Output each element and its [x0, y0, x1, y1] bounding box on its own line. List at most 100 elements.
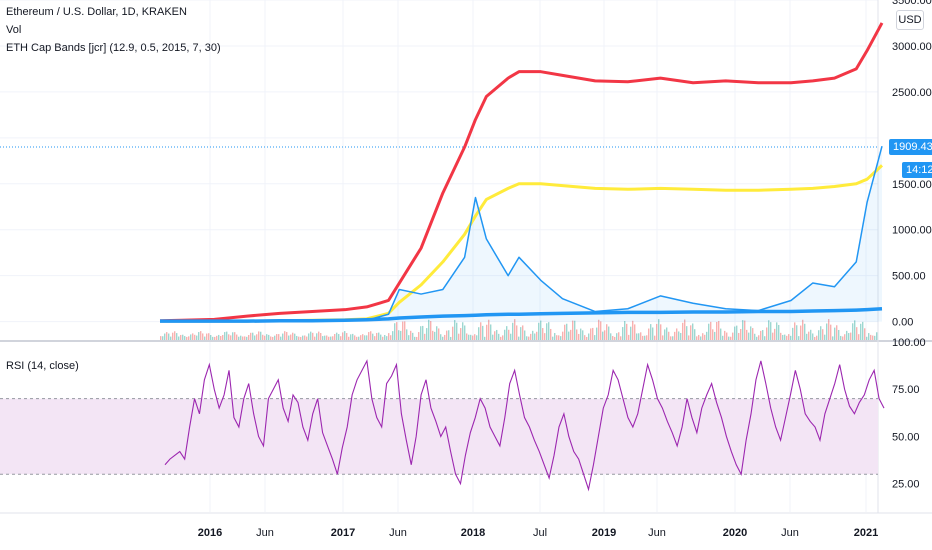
volume-bar — [368, 332, 370, 340]
volume-bar — [814, 336, 816, 340]
volume-bar — [736, 325, 738, 340]
volume-bar — [408, 335, 410, 340]
volume-bar — [648, 328, 650, 340]
volume-bar — [334, 333, 336, 340]
volume-bar — [828, 319, 830, 340]
rsi-series-group — [164, 359, 885, 492]
volume-bar — [638, 333, 640, 340]
rsi-y-tick-label: 50.00 — [892, 431, 920, 443]
volume-bar — [752, 328, 754, 340]
currency-button[interactable]: USD — [896, 10, 924, 30]
volume-bar — [450, 336, 452, 340]
volume-bar — [510, 333, 512, 340]
volume-bar — [206, 333, 208, 340]
y-tick-label: 0.00 — [892, 317, 913, 329]
price-pane-grid — [0, 0, 932, 514]
volume-bar — [610, 333, 612, 340]
volume-bar — [338, 334, 340, 340]
volume-bar — [698, 334, 700, 340]
volume-bar — [220, 336, 222, 340]
volume-bar — [772, 332, 774, 340]
volume-bar — [534, 333, 536, 340]
volume-bar — [544, 333, 546, 340]
volume-bar — [428, 319, 430, 340]
price-series-group — [159, 22, 884, 340]
volume-bar — [560, 336, 562, 340]
volume-bar — [256, 334, 258, 340]
volume-bar — [792, 327, 794, 340]
volume-bar — [358, 336, 360, 340]
volume-bar — [852, 323, 854, 340]
volume-bar — [266, 334, 268, 340]
volume-bar — [592, 327, 594, 340]
volume-bar — [598, 319, 600, 340]
volume-bar — [188, 336, 190, 340]
volume-bar — [520, 327, 522, 340]
volume-bar — [160, 336, 162, 340]
volume-bar — [708, 323, 710, 340]
volume-bar — [308, 333, 310, 340]
volume-bar — [386, 336, 388, 340]
volume-bar — [766, 327, 768, 340]
volume-bar — [180, 334, 182, 340]
volume-bar — [422, 325, 424, 340]
volume-bar — [224, 332, 226, 340]
volume-bar — [392, 331, 394, 340]
volume-bar — [844, 334, 846, 340]
volume-bar — [768, 320, 770, 340]
volume-bar — [564, 324, 566, 340]
volume-bar — [278, 334, 280, 340]
volume-bar — [862, 321, 864, 340]
volume-bar — [770, 322, 772, 340]
volume-bar — [248, 335, 250, 340]
volume-bar — [798, 336, 800, 340]
volume-bar — [168, 333, 170, 340]
x-tick-label: 2018 — [461, 527, 485, 539]
volume-bar — [212, 336, 214, 340]
volume-bar — [402, 321, 404, 340]
volume-bar — [210, 335, 212, 340]
x-tick-label: Jun — [648, 527, 666, 539]
volume-bar — [488, 319, 490, 340]
volume-bar — [612, 336, 614, 340]
y-tick-label: 500.00 — [892, 271, 926, 283]
x-tick-label: 2021 — [854, 527, 878, 539]
volume-bar — [686, 326, 688, 340]
volume-bar — [384, 335, 386, 340]
volume-bar — [690, 325, 692, 340]
y-axis-labels: 3500.00 3000.00 2500.00 1500.00 1000.00 500.0… — [892, 0, 932, 329]
volume-bar — [554, 333, 556, 340]
volume-bar — [866, 336, 868, 340]
volume-bar — [546, 323, 548, 340]
volume-bar — [528, 336, 530, 340]
volume-bar — [580, 328, 582, 340]
volume-bar — [482, 325, 484, 340]
volume-bar — [816, 335, 818, 340]
volume-bar — [236, 334, 238, 340]
volume-bar — [396, 322, 398, 340]
volume-bar — [436, 326, 438, 340]
volume-bar — [494, 331, 496, 340]
volume-bar — [174, 331, 176, 340]
indicator-label: ETH Cap Bands [jcr] (12.9, 0.5, 2015, 7,… — [6, 42, 221, 54]
volume-bar — [674, 331, 676, 340]
volume-bar — [688, 335, 690, 340]
volume-bar — [652, 327, 654, 340]
volume-bar — [624, 320, 626, 340]
volume-bar — [870, 334, 872, 340]
volume-bar — [636, 333, 638, 340]
volume-bar — [788, 334, 790, 340]
volume-bar — [696, 336, 698, 340]
volume-bar — [274, 335, 276, 340]
volume-bar — [388, 333, 390, 340]
volume-bar — [512, 322, 514, 340]
volume-bar — [326, 335, 328, 340]
volume-bar — [264, 335, 266, 340]
volume-bar — [294, 333, 296, 340]
volume-bar — [784, 334, 786, 340]
volume-label: Vol — [6, 24, 22, 36]
price-area — [160, 146, 882, 322]
volume-bar — [344, 331, 346, 340]
volume-bar — [618, 332, 620, 340]
volume-bar — [604, 330, 606, 340]
